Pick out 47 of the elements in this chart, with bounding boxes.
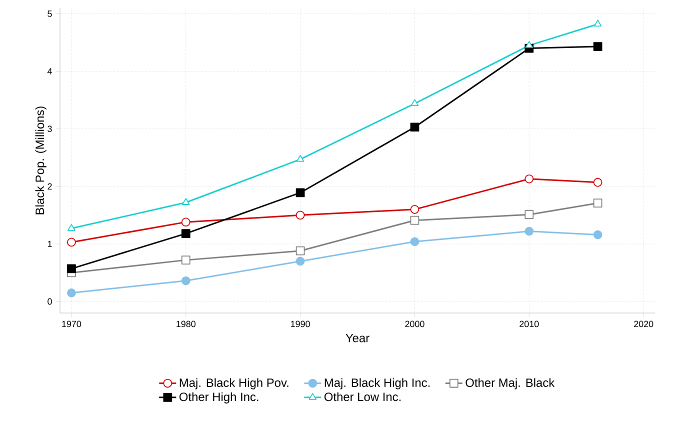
point [67, 288, 76, 298]
y-tick-label: 4 [47, 68, 52, 74]
point [524, 174, 534, 184]
legend-label: Maj. Black High Inc. [324, 378, 430, 390]
point [296, 188, 305, 198]
point [181, 229, 190, 238]
y-tick-label: 5 [48, 10, 52, 17]
point [593, 198, 602, 208]
point [410, 237, 420, 246]
point [296, 246, 305, 256]
legend-label: Other High Inc. [179, 392, 258, 404]
point [67, 238, 76, 247]
point [68, 224, 76, 231]
x-tick-label: 2000 [405, 320, 424, 328]
point [181, 256, 190, 264]
point [181, 218, 190, 227]
point [67, 264, 76, 274]
point [410, 216, 420, 225]
legend-label: Other Maj. Black [466, 378, 555, 390]
x-tick-label: 2020 [634, 320, 654, 328]
point [593, 178, 602, 187]
point [296, 210, 305, 220]
point [593, 230, 602, 240]
x-tick-label: 1990 [291, 320, 310, 328]
legend-label: Maj. Black High Pov. [180, 378, 288, 390]
point [594, 20, 602, 27]
point [410, 204, 420, 214]
legend-label: Other Low Inc. [324, 392, 401, 402]
y-axis-title: Black Pop. (Millions) [35, 106, 46, 214]
point [525, 40, 534, 48]
x-tick-label: 1980 [176, 320, 196, 328]
x-tick-label: 2010 [520, 320, 539, 328]
point [524, 226, 534, 236]
point [524, 210, 534, 220]
point [296, 256, 305, 266]
y-tick-label: 3 [48, 126, 52, 132]
point [410, 122, 420, 132]
point [593, 42, 602, 51]
y-tick-label: 2 [48, 183, 52, 190]
point [410, 99, 419, 106]
x-tick-label: 1970 [62, 320, 82, 328]
x-axis-title: Year [346, 334, 370, 342]
point [296, 154, 304, 162]
y-tick-label: 1 [48, 240, 52, 248]
point [182, 198, 190, 205]
y-tick-label: 0 [48, 298, 52, 305]
point [181, 276, 190, 286]
